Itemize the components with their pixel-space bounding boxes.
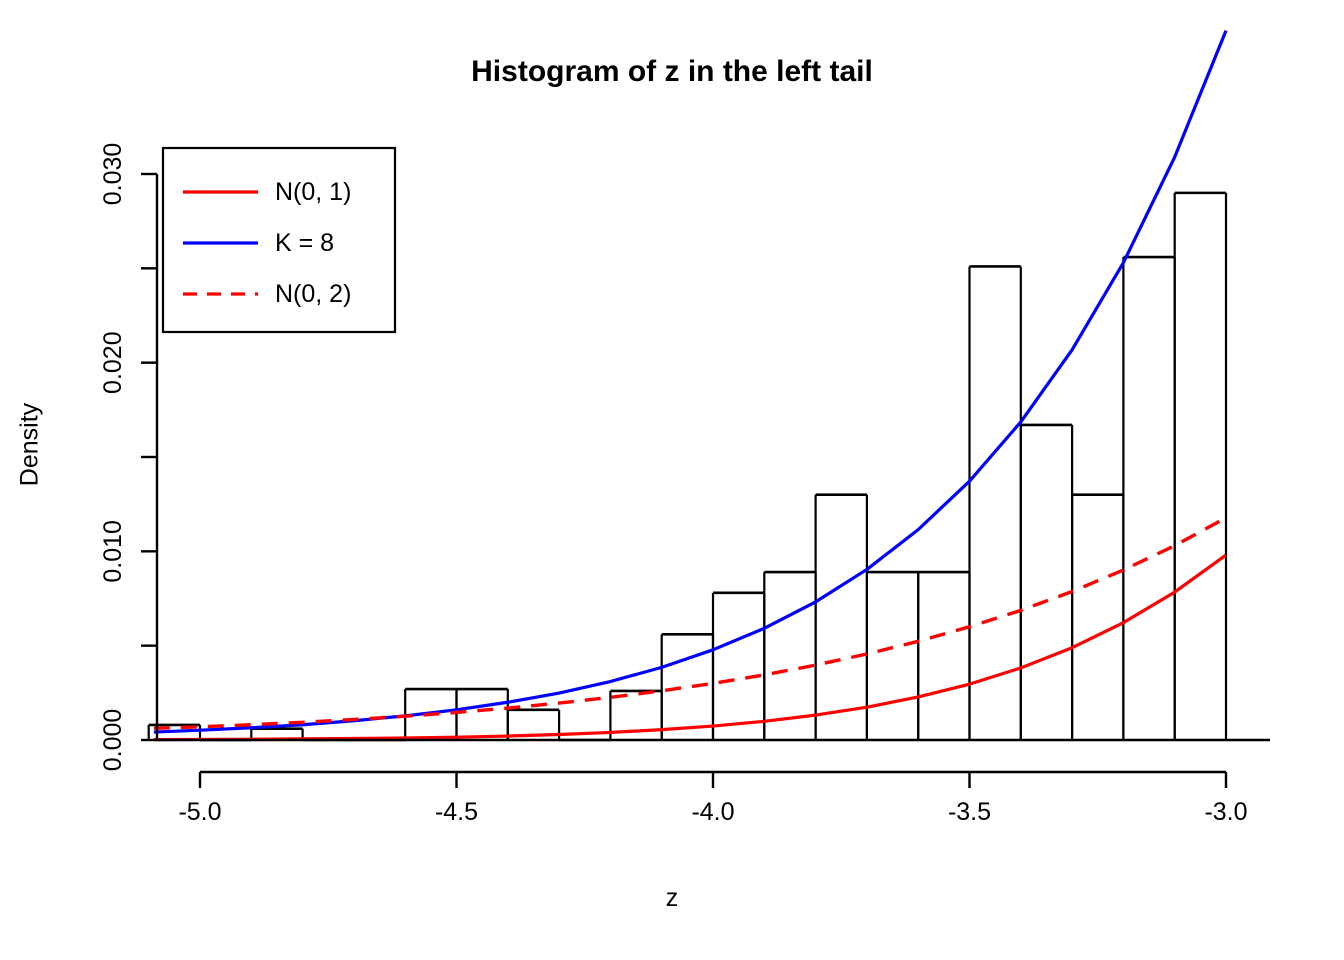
- legend-label-2[interactable]: N(0, 2): [275, 280, 351, 308]
- table-row: [917, 570, 971, 740]
- table-row: [865, 570, 920, 740]
- table-row: [814, 493, 869, 740]
- x-axis-tick-label: -3.0: [1204, 798, 1247, 826]
- legend-label-1[interactable]: K = 8: [275, 229, 334, 257]
- x-axis-tick-label: -3.5: [948, 798, 991, 826]
- y-axis-tick-label: 0.030: [99, 143, 127, 206]
- x-axis-tick-label: -4.5: [435, 798, 478, 826]
- y-axis-tick-label: 0.010: [99, 520, 127, 583]
- x-axis-tick-label: -4.0: [691, 798, 734, 826]
- curve-k-8: [153, 30, 1228, 734]
- legend-box: [161, 146, 397, 334]
- table-row: [1070, 493, 1125, 740]
- table-row: [711, 591, 766, 740]
- curve-n-0-2: [153, 516, 1227, 730]
- density-curves: [153, 30, 1228, 742]
- legend-label-0[interactable]: N(0, 1): [275, 178, 351, 206]
- curve-n-0-1: [153, 553, 1227, 742]
- table-row: [1173, 191, 1228, 740]
- x-axis-label: z: [665, 884, 679, 912]
- table-row: [1122, 255, 1176, 740]
- y-axis-tick-label: 0.000: [99, 709, 127, 772]
- legend[interactable]: N(0, 1) K = 8 N(0, 2): [161, 146, 397, 334]
- x-axis-tick-label: -5.0: [178, 798, 221, 826]
- axes: 0.000 0.010 0.020 0.030 -5.0 -4.5 -4.0 -3.5 -3.0: [99, 143, 1270, 826]
- page-title: Histogram of z in the left tail: [471, 55, 873, 88]
- table-row: [1019, 423, 1074, 740]
- table-row: [455, 687, 509, 740]
- table-row: [660, 633, 715, 740]
- y-axis-tick-label: 0.020: [99, 331, 127, 394]
